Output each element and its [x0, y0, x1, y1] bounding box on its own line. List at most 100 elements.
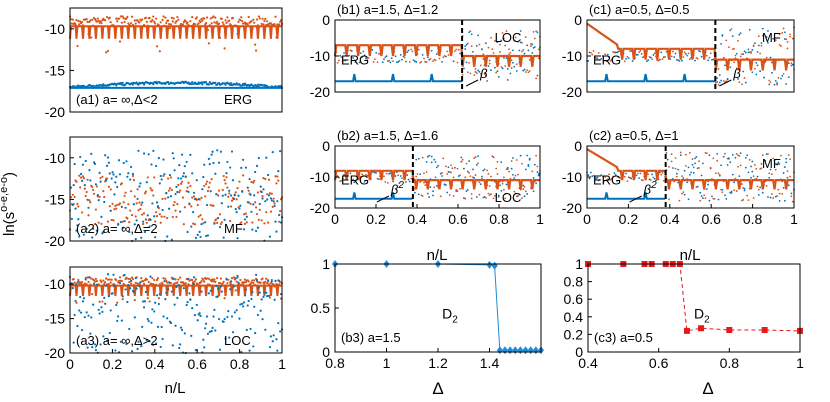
data-point [106, 156, 110, 159]
data-point [229, 280, 233, 283]
data-point [510, 160, 513, 162]
data-point [79, 155, 82, 159]
data-point [143, 230, 147, 234]
data-point [474, 67, 477, 70]
data-point [226, 186, 229, 189]
data-point [717, 68, 720, 70]
data-point [770, 71, 773, 74]
data-point [92, 303, 95, 306]
data-point [419, 173, 421, 176]
data-point [223, 47, 226, 50]
data-point [512, 61, 514, 64]
data-point [278, 279, 281, 283]
data-point [174, 192, 177, 196]
data-point [145, 278, 148, 281]
data-point [490, 69, 492, 72]
data-point [518, 49, 521, 52]
data-point [514, 192, 517, 195]
data-point [157, 302, 160, 306]
data-point [722, 56, 725, 59]
data-point [191, 16, 194, 19]
data-point [651, 173, 653, 176]
data-point [208, 330, 211, 333]
data-point [361, 173, 363, 176]
data-point [184, 282, 187, 285]
data-point [190, 225, 193, 228]
data-point [163, 173, 166, 176]
data-point [213, 222, 216, 225]
data-point [728, 157, 730, 160]
data-point [739, 164, 742, 167]
data-point [776, 83, 778, 86]
data-point [668, 166, 670, 168]
data-point [491, 155, 494, 157]
data-point [776, 82, 778, 84]
data-point [115, 207, 118, 210]
data-point [430, 155, 433, 158]
data-point [448, 194, 451, 196]
data-point [592, 50, 595, 52]
data-point [80, 211, 84, 214]
data-point [751, 49, 754, 51]
data-point [441, 171, 443, 174]
data-point [160, 215, 163, 218]
data-point [362, 174, 365, 177]
data-point [85, 18, 88, 21]
data-point [94, 208, 98, 211]
data-point [756, 175, 759, 178]
data-point [214, 172, 217, 175]
data-point [223, 179, 226, 182]
data-point [215, 22, 218, 25]
data-point [738, 81, 741, 84]
data-point [236, 237, 239, 240]
data-point [210, 330, 213, 333]
data-point [166, 216, 169, 220]
data-point [537, 174, 540, 177]
data-point [209, 190, 212, 193]
data-point [121, 298, 124, 301]
data-point [677, 181, 680, 184]
data-point [750, 51, 752, 53]
data-point [134, 276, 137, 280]
data-point [433, 186, 436, 189]
data-point [247, 280, 250, 283]
data-point [181, 196, 185, 199]
data-point [95, 20, 98, 23]
data-point [524, 168, 527, 171]
data-point [515, 70, 518, 72]
data-point [179, 326, 183, 329]
beta-arrow [719, 79, 732, 87]
data-point [497, 194, 500, 197]
data-point [517, 173, 519, 176]
data-point [261, 17, 264, 20]
data-point [216, 295, 219, 298]
data-point [344, 59, 347, 62]
data-point [414, 191, 416, 194]
data-point [737, 78, 739, 80]
data-point [717, 83, 720, 86]
data-point [407, 178, 410, 181]
data-point [217, 189, 221, 192]
data-point [125, 342, 128, 346]
data-point [704, 197, 707, 200]
data-point [679, 154, 682, 157]
data-point [256, 191, 260, 194]
data-point [249, 282, 252, 286]
data-point [218, 281, 222, 285]
data-point [767, 30, 769, 32]
y-tick-label: 0.6 [564, 291, 584, 307]
data-point [468, 160, 470, 162]
data-point [521, 197, 523, 200]
data-point [242, 228, 246, 231]
data-point [708, 199, 711, 202]
data-point [375, 172, 378, 174]
data-point [444, 55, 447, 58]
data-point [661, 58, 664, 60]
data-point [502, 37, 505, 40]
data-point [759, 70, 762, 72]
data-point [139, 207, 142, 211]
data-point [765, 153, 768, 156]
data-point [389, 61, 392, 64]
y-tick-label: -20 [45, 104, 65, 120]
data-point [118, 281, 122, 285]
